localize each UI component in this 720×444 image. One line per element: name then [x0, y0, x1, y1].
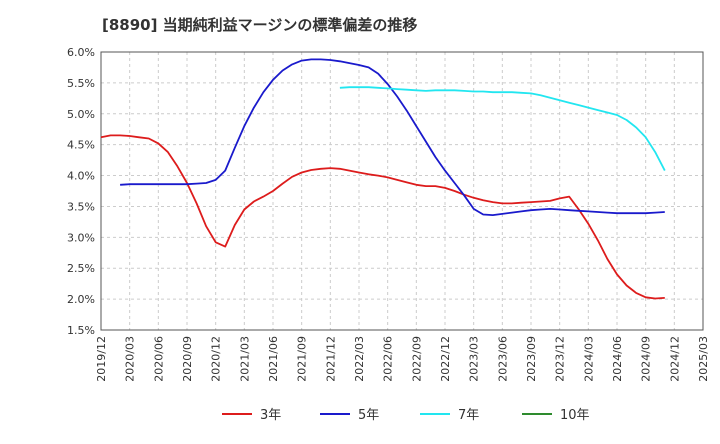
- x-tick-label: 2021/03: [238, 336, 251, 382]
- y-tick-label: 3.5%: [67, 200, 95, 213]
- series-line-5年: [120, 58, 665, 216]
- legend-label: 7年: [458, 408, 479, 423]
- x-tick-label: 2021/12: [324, 336, 337, 382]
- x-tick-label: 2023/09: [525, 336, 538, 382]
- y-tick-label: 4.5%: [67, 139, 95, 152]
- y-tick-label: 2.5%: [67, 262, 95, 275]
- x-tick-label: 2024/03: [582, 336, 595, 382]
- y-tick-label: 1.5%: [67, 324, 95, 337]
- x-tick-label: 2022/12: [439, 336, 452, 382]
- y-tick-label: 4.0%: [67, 170, 95, 183]
- chart-title: [8890] 当期純利益マージンの標準偏差の推移: [102, 16, 418, 34]
- x-tick-label: 2020/09: [181, 336, 194, 382]
- x-tick-label: 2023/06: [496, 336, 509, 382]
- x-tick-label: 2024/06: [611, 336, 624, 382]
- x-tick-label: 2021/09: [296, 336, 309, 382]
- series-line-7年: [339, 86, 666, 172]
- series-line-3年: [100, 134, 665, 300]
- x-tick-label: 2021/06: [267, 336, 280, 382]
- y-tick-label: 5.5%: [67, 77, 95, 90]
- legend: 3年 5年 7年 10年: [222, 408, 590, 423]
- x-tick-label: 2019/12: [95, 336, 108, 382]
- x-tick-label: 2022/09: [410, 336, 423, 382]
- x-tick-label: 2020/03: [124, 336, 137, 382]
- x-tick-label: 2024/09: [640, 336, 653, 382]
- x-tick-label: 2022/03: [353, 336, 366, 382]
- x-tick-label: 2023/03: [468, 336, 481, 382]
- legend-label: 5年: [358, 408, 379, 423]
- x-tick-label: 2023/12: [554, 336, 567, 382]
- x-tick-label: 2025/03: [697, 336, 710, 382]
- legend-label: 10年: [560, 408, 590, 423]
- x-tick-label: 2022/06: [382, 336, 395, 382]
- legend-label: 3年: [260, 408, 281, 423]
- axes: 6.0% 5.5% 5.0% 4.5% 4.0% 3.5% 3.0% 2.5% 2.0% 1.5%…: [67, 46, 710, 382]
- y-tick-label: 2.0%: [67, 293, 95, 306]
- y-tick-label: 5.0%: [67, 108, 95, 121]
- x-tick-label: 2020/12: [210, 336, 223, 382]
- series: [100, 58, 666, 300]
- x-tick-label: 2020/06: [152, 336, 165, 382]
- y-tick-label: 6.0%: [67, 46, 95, 59]
- plot-frame: [100, 51, 704, 331]
- x-tick-label: 2024/12: [668, 336, 681, 382]
- y-tick-label: 3.0%: [67, 231, 95, 244]
